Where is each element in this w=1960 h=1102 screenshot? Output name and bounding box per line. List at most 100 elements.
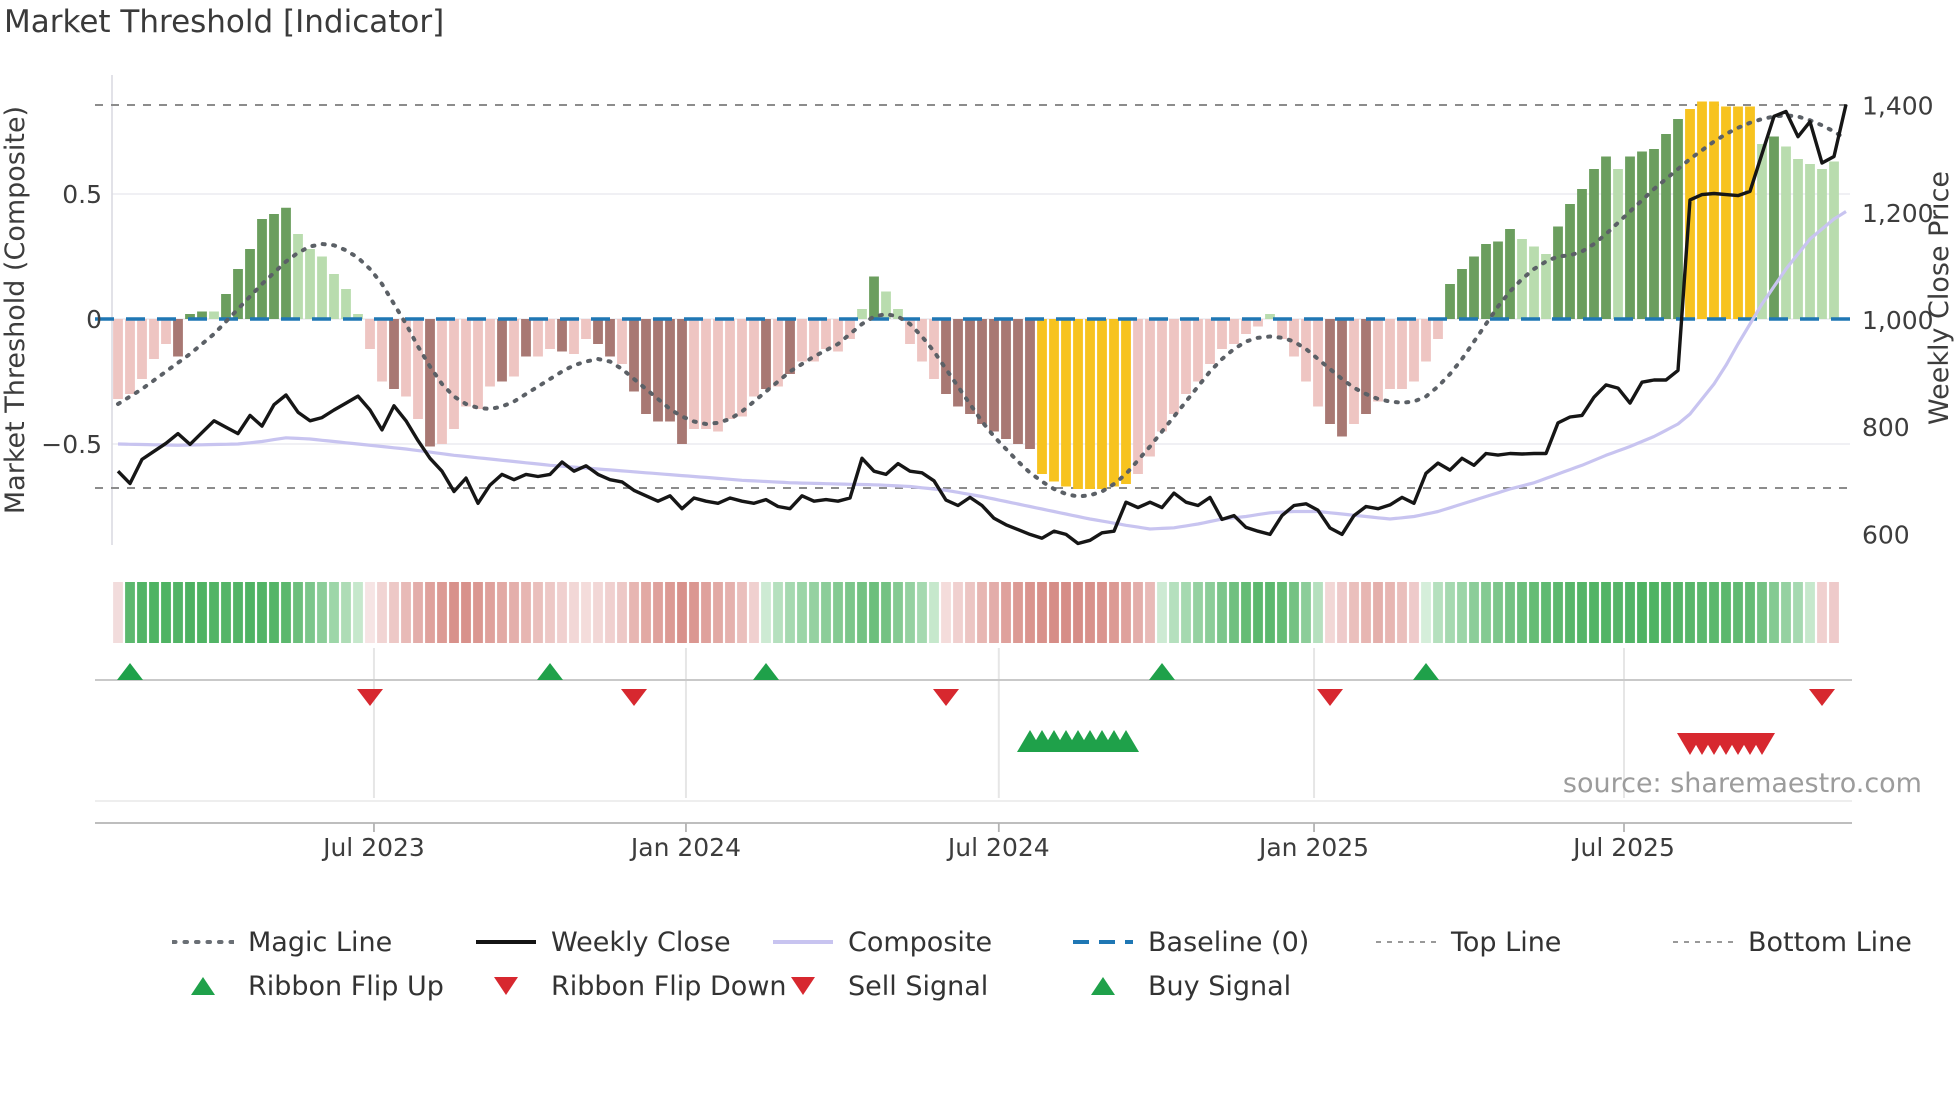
- ribbon-cell: [353, 582, 363, 643]
- legend-item: Buy Signal: [1072, 969, 1291, 1003]
- ribbon-cell: [545, 582, 555, 643]
- ribbon-cell: [281, 582, 291, 643]
- composite-bar: [1085, 319, 1095, 489]
- legend-label: Composite: [848, 926, 993, 958]
- right-axis-title: Weekly Close Price: [1924, 171, 1955, 425]
- ribbon-cell: [1181, 582, 1191, 643]
- composite-bar: [809, 319, 819, 362]
- composite-bar: [641, 319, 651, 414]
- composite-bar: [785, 319, 795, 374]
- ribbon-cell: [1577, 582, 1587, 643]
- ribbon-cell: [881, 582, 891, 643]
- ribbon-cell: [1409, 582, 1419, 643]
- triangle-down-icon: [494, 977, 518, 995]
- ribbon-cell: [185, 582, 195, 643]
- composite-bar: [1157, 319, 1167, 432]
- ribbon-cell: [677, 582, 687, 643]
- ribbon-cell: [1217, 582, 1227, 643]
- ribbon-cell: [257, 582, 267, 643]
- ribbon-cell: [1781, 582, 1791, 643]
- legend-line-sample: [772, 936, 834, 948]
- right-tick-label: 600: [1862, 520, 1910, 549]
- composite-bar: [869, 276, 879, 319]
- ribbon-flip-down-icon: [933, 689, 959, 706]
- composite-bar: [125, 319, 135, 394]
- composite-bar: [1049, 319, 1059, 482]
- composite-bar: [1577, 189, 1587, 319]
- composite-bar: [857, 309, 867, 319]
- ribbon-cell: [1121, 582, 1131, 643]
- composite-bar: [401, 319, 411, 397]
- composite-bar: [1709, 101, 1719, 319]
- ribbon-cell: [797, 582, 807, 643]
- composite-bar: [245, 249, 255, 319]
- composite-bar: [1793, 159, 1803, 319]
- ribbon-cell: [593, 582, 603, 643]
- composite-bar: [1673, 119, 1683, 319]
- composite-bar: [185, 314, 195, 319]
- composite-bar: [665, 319, 675, 422]
- composite-bar: [1721, 106, 1731, 319]
- composite-bar: [353, 314, 363, 319]
- legend-label: Ribbon Flip Down: [551, 970, 787, 1002]
- ribbon-cell: [761, 582, 771, 643]
- legend-label: Sell Signal: [848, 970, 989, 1002]
- composite-bar: [1121, 319, 1131, 484]
- composite-bar: [893, 309, 903, 319]
- legend-line-sample: [1375, 936, 1437, 948]
- legend-label: Magic Line: [248, 926, 393, 958]
- composite-bar: [1421, 319, 1431, 362]
- composite-bar: [269, 214, 279, 319]
- composite-bar: [137, 319, 147, 379]
- ribbon-cell: [1673, 582, 1683, 643]
- ribbon-cell: [1721, 582, 1731, 643]
- ribbon-cell: [209, 582, 219, 643]
- composite-bar: [1829, 161, 1839, 319]
- ribbon-cell: [665, 582, 675, 643]
- composite-bar: [1613, 169, 1623, 319]
- ribbon-cell: [1325, 582, 1335, 643]
- composite-bar: [1313, 319, 1323, 407]
- ribbon-cell: [137, 582, 147, 643]
- composite-bar: [533, 319, 543, 357]
- ribbon-cell: [485, 582, 495, 643]
- ribbon-cell: [1373, 582, 1383, 643]
- composite-bar: [173, 319, 183, 357]
- composite-bar: [629, 319, 639, 392]
- legend-marker: [1072, 977, 1134, 995]
- legend-label: Bottom Line: [1748, 926, 1912, 958]
- composite-bar: [317, 256, 327, 319]
- ribbon-cell: [1349, 582, 1359, 643]
- composite-bar: [749, 319, 759, 397]
- composite-bar: [461, 319, 471, 407]
- ribbon-cell: [1757, 582, 1767, 643]
- ribbon-cell: [1205, 582, 1215, 643]
- ribbon-cell: [1385, 582, 1395, 643]
- composite-bar: [1457, 269, 1467, 319]
- ribbon-cell: [497, 582, 507, 643]
- ribbon-cell: [1661, 582, 1671, 643]
- composite-bar: [1073, 319, 1083, 489]
- composite-bar: [905, 319, 915, 344]
- x-tick-label: Jan 2024: [629, 833, 741, 862]
- composite-bar: [509, 319, 519, 377]
- composite-bar: [569, 319, 579, 354]
- composite-bar: [1433, 319, 1443, 339]
- x-tick-label: Jul 2024: [946, 833, 1050, 862]
- composite-bar: [1769, 136, 1779, 319]
- ribbon-cell: [317, 582, 327, 643]
- ribbon-cell: [857, 582, 867, 643]
- ribbon-cell: [1457, 582, 1467, 643]
- ribbon-cell: [449, 582, 459, 643]
- ribbon-cell: [1745, 582, 1755, 643]
- ribbon-cell: [1541, 582, 1551, 643]
- legend-label: Weekly Close: [551, 926, 731, 958]
- composite-bar: [689, 319, 699, 429]
- left-tick-label: 0: [86, 305, 102, 334]
- composite-bar: [1565, 204, 1575, 319]
- legend-label: Baseline (0): [1148, 926, 1310, 958]
- ribbon-cell: [1313, 582, 1323, 643]
- ribbon-cell: [1133, 582, 1143, 643]
- composite-bar: [413, 319, 423, 419]
- ribbon-cell: [1517, 582, 1527, 643]
